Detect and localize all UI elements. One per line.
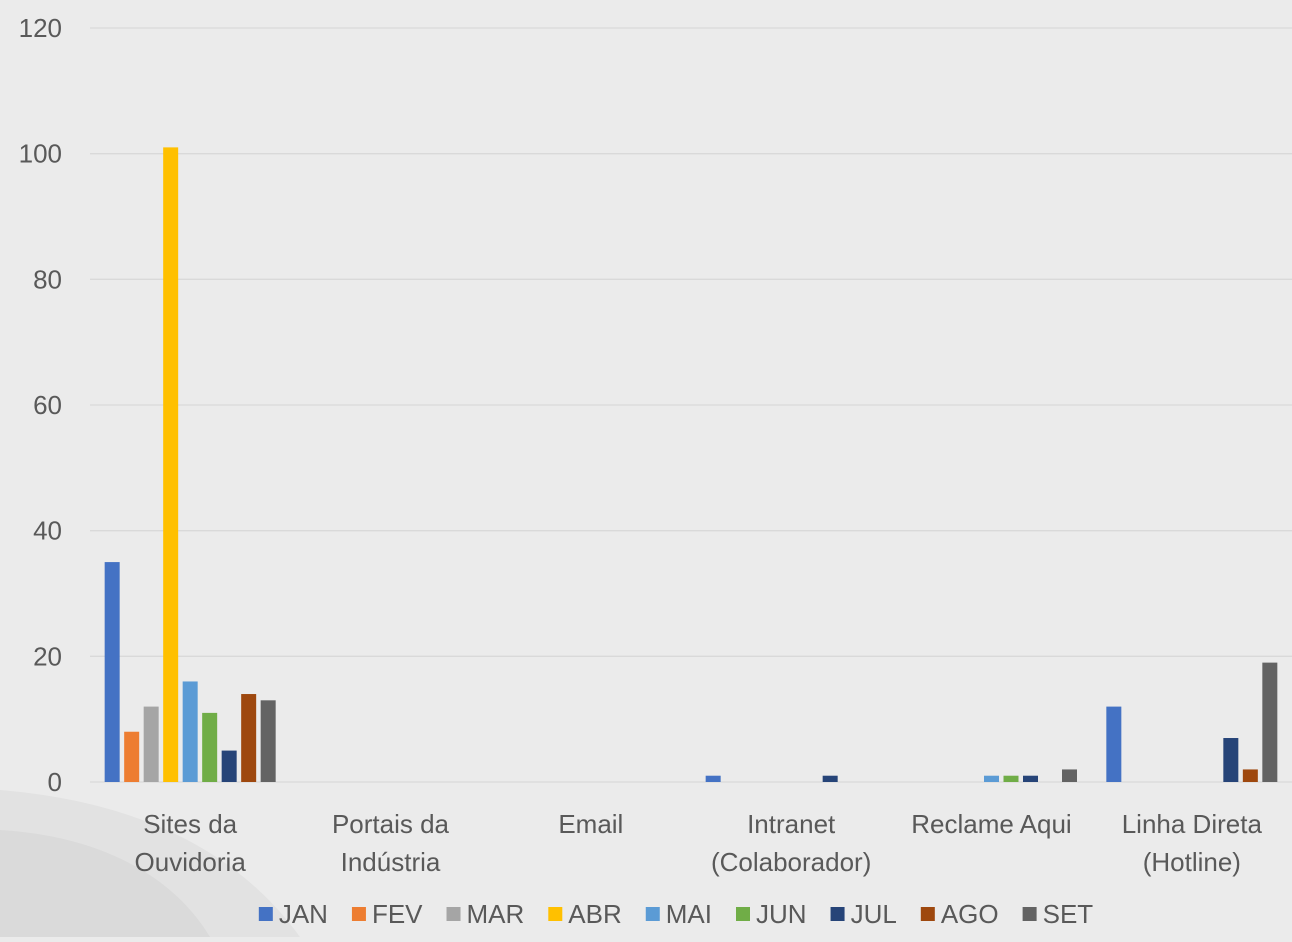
y-tick-label: 40: [33, 516, 62, 546]
y-tick-label: 20: [33, 641, 62, 671]
x-category-label: Portais da Indústria: [332, 809, 450, 877]
bar-jan-3: [705, 775, 721, 782]
legend-swatch: [258, 907, 273, 921]
y-tick-label: 60: [33, 390, 62, 420]
legend-item-jun: JUN: [736, 899, 807, 929]
legend-item-fev: FEV: [351, 899, 423, 929]
bar-abr-0: [163, 147, 179, 783]
legend-label: FEV: [372, 899, 423, 929]
x-axis: Sites da Ouvidoria Portais da Indústria Emai…: [135, 809, 1263, 877]
legend-item-jan: JAN: [258, 899, 328, 929]
bar-jul-3: [822, 775, 838, 782]
gridlines: [90, 27, 1292, 783]
legend-swatch: [736, 907, 750, 921]
legend-label: AGO: [941, 899, 999, 929]
legend-label: JUL: [851, 899, 897, 929]
bar-jul-0: [221, 750, 237, 782]
bars: [104, 147, 1278, 783]
y-tick-label: 0: [48, 767, 62, 797]
x-category-label: Linha Direta (Hotline): [1122, 809, 1263, 877]
x-category-label: Sites da Ouvidoria: [135, 809, 247, 877]
bar-set-0: [260, 700, 276, 782]
legend-swatch: [830, 907, 845, 921]
legend-item-ago: AGO: [920, 899, 999, 929]
legend-item-set: SET: [1022, 899, 1094, 929]
legend-swatch: [446, 907, 461, 921]
bar-set-4: [1062, 769, 1077, 782]
bar-jan-0: [104, 562, 120, 782]
y-tick-label: 80: [33, 264, 62, 294]
legend-label: JUN: [756, 899, 807, 929]
legend-label: ABR: [568, 899, 621, 929]
bar-mai-0: [182, 681, 198, 782]
bar-mai-4: [984, 775, 999, 782]
bar-fev-0: [124, 731, 140, 782]
legend-label: JAN: [279, 899, 328, 929]
x-category-label: Reclame Aqui: [911, 809, 1071, 839]
y-tick-label: 100: [19, 139, 62, 169]
legend-swatch: [1022, 907, 1037, 921]
legend-item-jul: JUL: [830, 899, 897, 929]
legend-swatch: [645, 907, 660, 921]
bar-jul-5: [1223, 738, 1239, 782]
bar-ago-0: [241, 694, 257, 782]
x-category-label: Intranet (Colaborador): [711, 809, 871, 877]
legend-item-mai: MAI: [645, 899, 712, 929]
legend-label: MAR: [467, 899, 525, 929]
bar-jun-4: [1003, 775, 1019, 782]
bar-ago-5: [1242, 769, 1258, 782]
legend-label: MAI: [666, 899, 712, 929]
legend-swatch: [351, 907, 366, 921]
bar-mar-0: [143, 706, 159, 782]
bar-jun-0: [202, 712, 218, 782]
bar-jan-5: [1106, 706, 1122, 782]
legend-swatch: [548, 907, 563, 921]
legend-label: SET: [1043, 899, 1094, 929]
legend-item-mar: MAR: [446, 899, 525, 929]
bar-set-5: [1262, 662, 1278, 782]
x-category-label: Email: [558, 809, 623, 839]
y-tick-label: 120: [19, 13, 62, 43]
bar-jul-4: [1023, 775, 1038, 782]
legend-item-abr: ABR: [548, 899, 622, 929]
background-swoosh: [0, 830, 210, 937]
y-axis: 0 20 40 60 80 100 120: [19, 13, 62, 797]
background-swoosh-decoration: [0, 790, 300, 937]
legend: JAN FEV MAR ABR MAI JUN JUL AGO SET: [258, 899, 1094, 929]
legend-swatch: [920, 907, 935, 921]
